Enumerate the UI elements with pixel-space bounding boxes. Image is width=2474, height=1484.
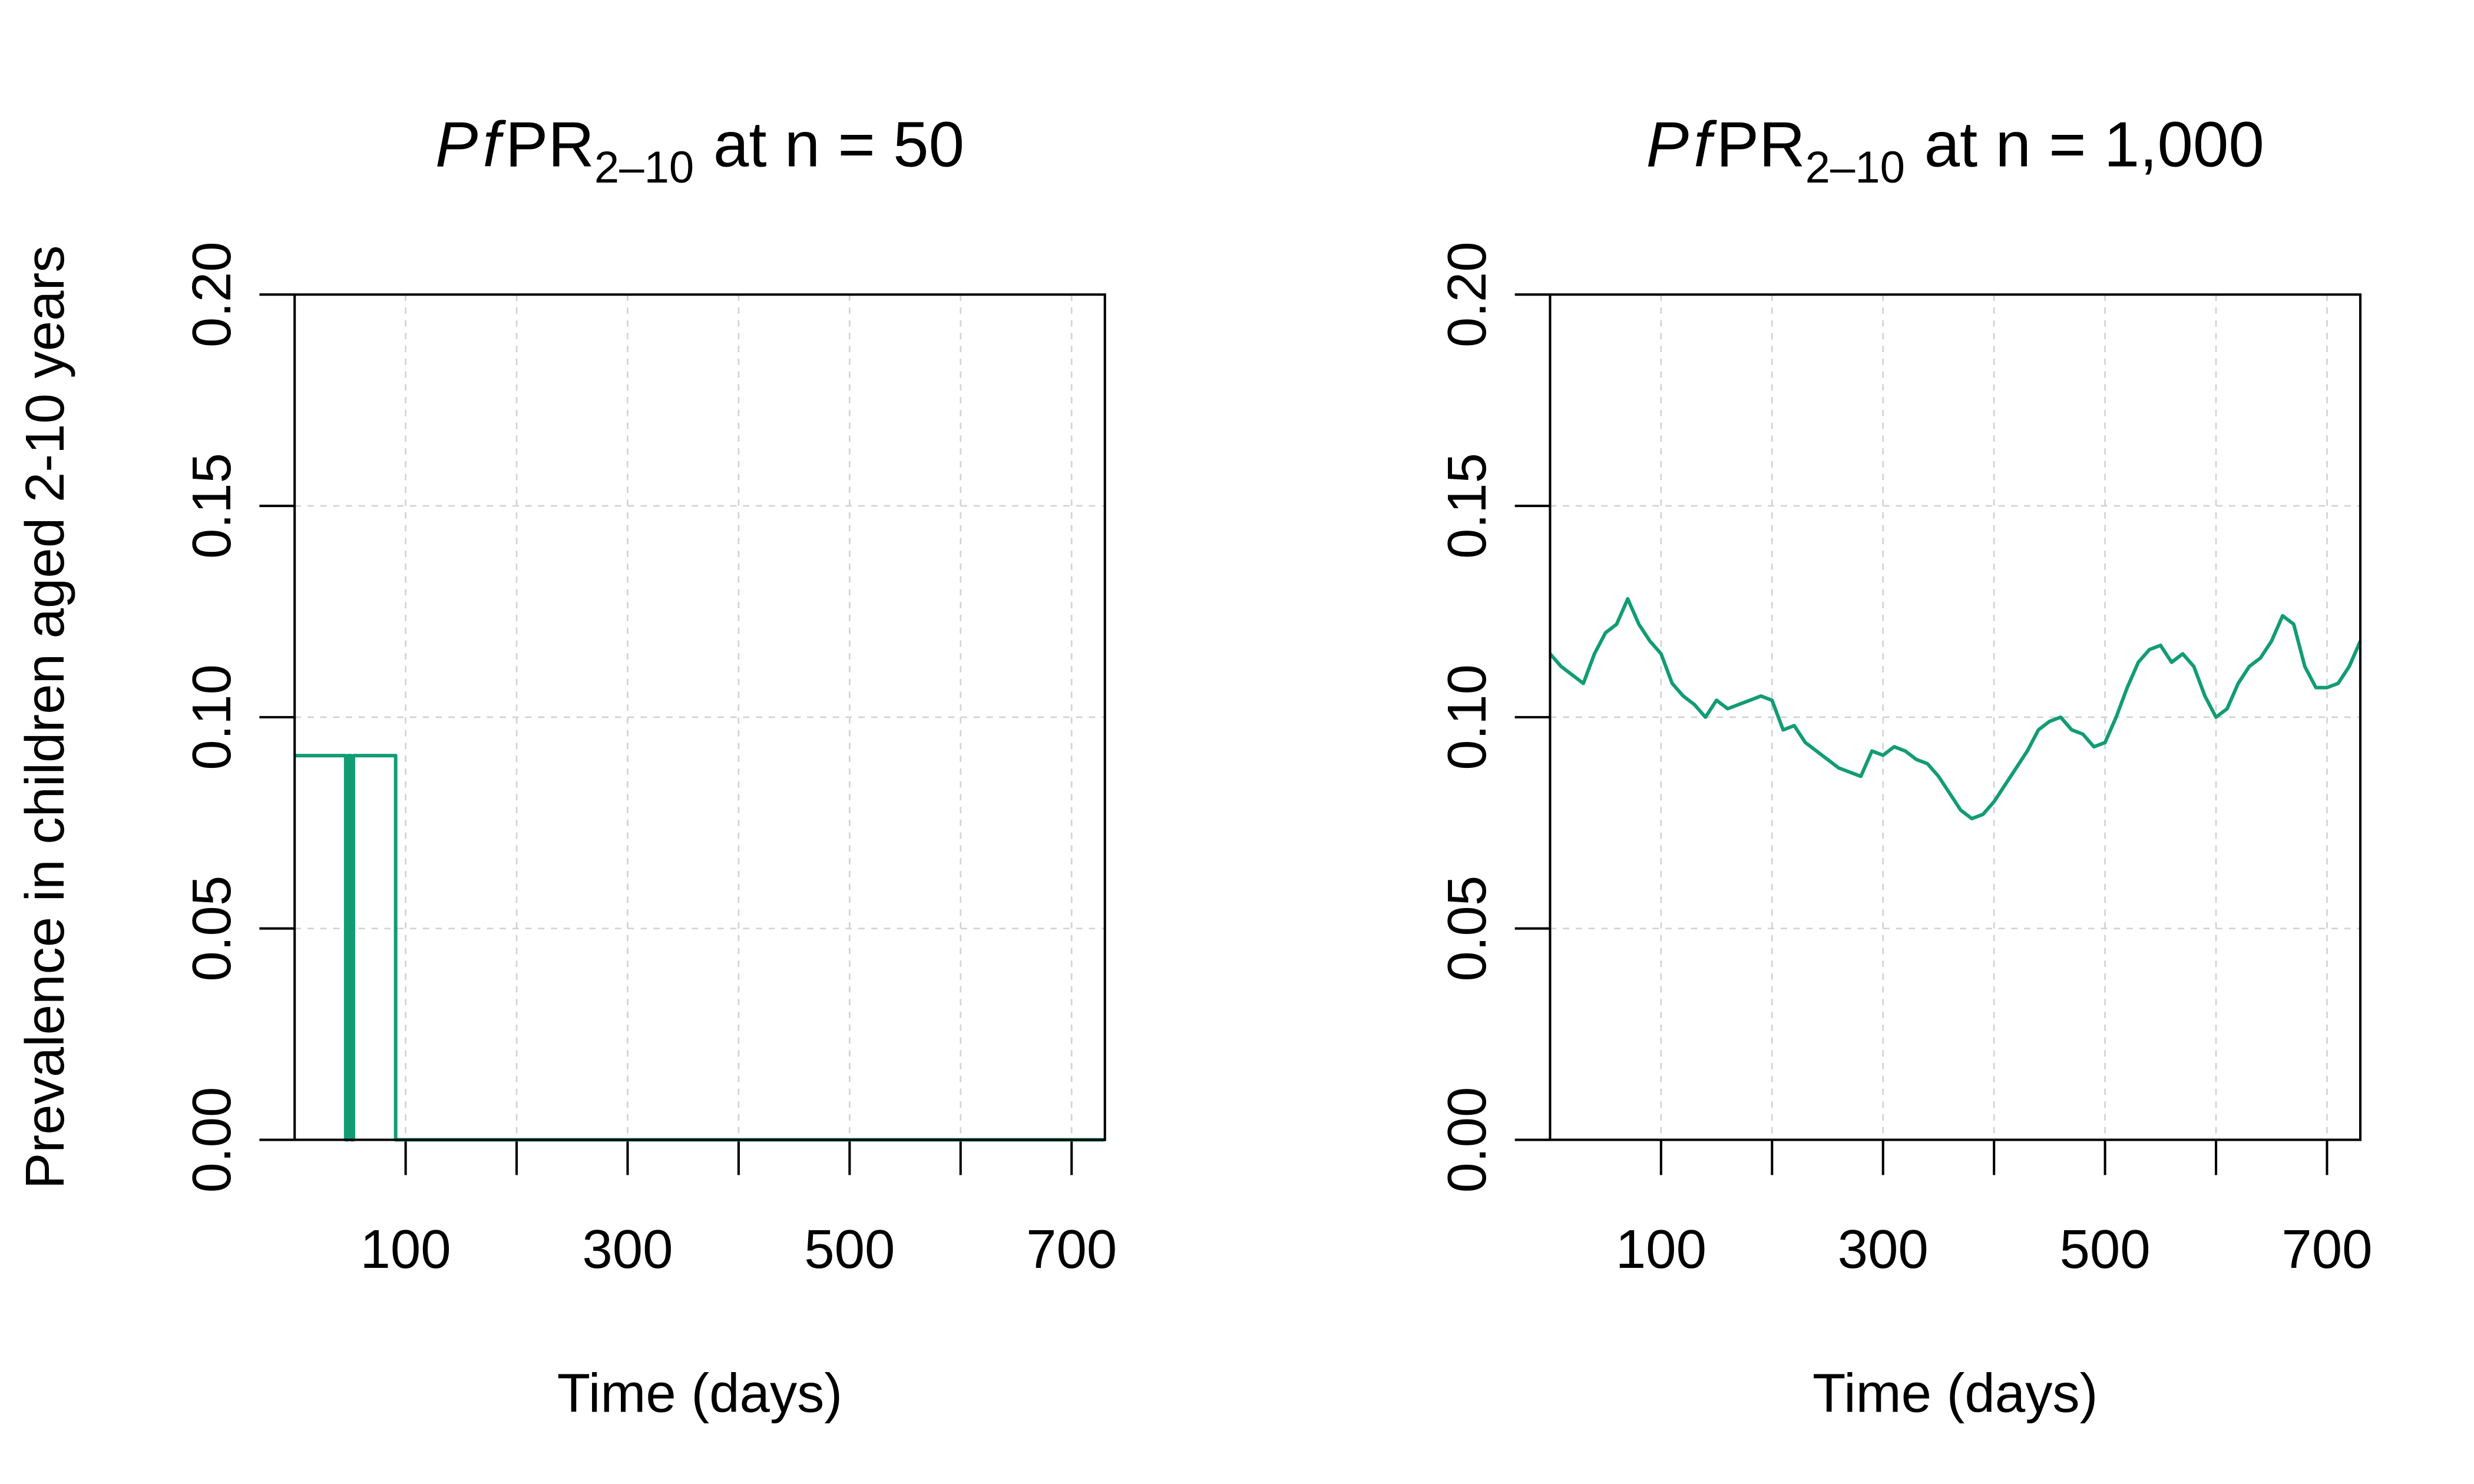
panel: 100 300 500 700 0.00 0.05 0.10 0.15 0.20 PfPR2–10… — [1436, 110, 2372, 1424]
y-tick-label: 0.10 — [181, 664, 242, 770]
x-tick-label: 700 — [1026, 1218, 1117, 1280]
y-tick-label: 0.20 — [181, 241, 242, 347]
plot-frame — [1549, 293, 2362, 1141]
title-text: PR — [1716, 110, 1805, 181]
data-line — [295, 754, 1105, 1142]
y-tick-label: 0.00 — [181, 1087, 242, 1193]
y-tick-label: 0.10 — [1436, 664, 1497, 770]
y-tick-label: 0.15 — [1436, 453, 1497, 559]
title-subscript: 2–10 — [1805, 143, 1905, 193]
x-tick-label: 300 — [582, 1218, 673, 1280]
title-italic: Pf — [435, 110, 507, 181]
title-subscript: 2–10 — [594, 143, 694, 193]
y-tick-label: 0.15 — [181, 453, 242, 559]
title-text: at n = 50 — [713, 110, 964, 181]
plot-frame — [293, 293, 1106, 1141]
data-line — [1549, 597, 2362, 821]
x-tick-label: 100 — [1616, 1218, 1706, 1280]
x-axis-label: Time (days) — [557, 1363, 842, 1424]
x-axis-label: Time (days) — [1812, 1363, 2098, 1424]
chart-title: PfPR2–10 at n = 1,000 — [1646, 110, 2264, 193]
title-italic: Pf — [1646, 110, 1718, 181]
chart-title: PfPR2–10 at n = 50 — [435, 110, 964, 193]
x-tick-label: 700 — [2281, 1218, 2372, 1280]
y-tick-label: 0.05 — [1436, 876, 1497, 982]
title-text: PR — [505, 110, 594, 181]
y-axis-label: Prevalence in children aged 2-10 years — [14, 246, 75, 1190]
x-tick-label: 300 — [1838, 1218, 1929, 1280]
panel: 100 300 500 700 0.00 0.05 0.10 0.15 0.20 PfPR2–10… — [14, 110, 1117, 1424]
x-tick-label: 500 — [804, 1218, 895, 1280]
y-tick-label: 0.05 — [181, 876, 242, 982]
x-tick-label: 500 — [2060, 1218, 2151, 1280]
y-tick-label: 0.20 — [1436, 241, 1497, 347]
y-tick-label: 0.00 — [1436, 1087, 1497, 1193]
title-text: at n = 1,000 — [1924, 110, 2264, 181]
x-tick-label: 100 — [360, 1218, 451, 1280]
